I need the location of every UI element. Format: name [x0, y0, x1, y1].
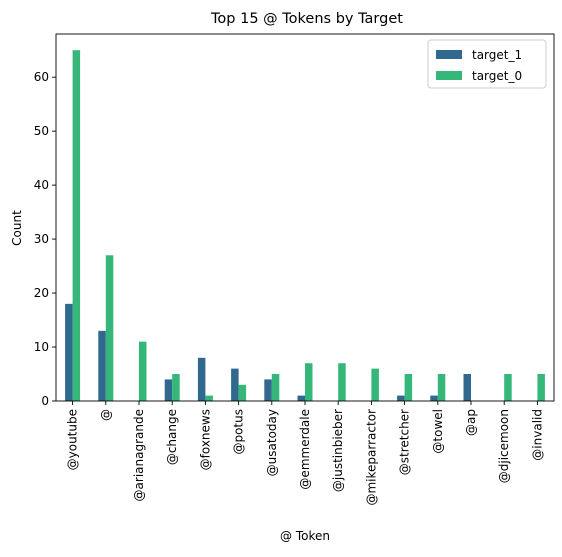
- bar-target_1-4: [197, 357, 206, 401]
- x-tick-label: @mikeparractor: [364, 409, 378, 506]
- legend: target_1 target_0: [427, 39, 547, 89]
- bar-target_0-11: [437, 374, 446, 401]
- x-tick-label: @djicemoon: [497, 409, 511, 483]
- bar-target_1-10: [397, 395, 405, 401]
- bar-target_0-8: [338, 363, 346, 401]
- x-axis-label: @ Token: [280, 529, 330, 543]
- legend-label-target_0: target_0: [472, 69, 522, 83]
- bar-target_1-11: [430, 395, 438, 401]
- y-tick-label: 60: [34, 70, 49, 84]
- y-tick-label: 0: [41, 394, 49, 408]
- bar-target_0-6: [271, 374, 280, 401]
- plot-frame: [55, 33, 555, 402]
- y-tick-label: 10: [34, 340, 49, 354]
- bar-target_1-12: [463, 374, 471, 401]
- x-tick-label: @invalid: [530, 409, 544, 461]
- bar-target_1-6: [264, 379, 272, 401]
- bar-target_1-0: [65, 303, 73, 401]
- legend-label-target_1: target_1: [472, 48, 522, 62]
- x-tick-label: @usatoday: [265, 409, 279, 476]
- x-tick-label: @emmerdale: [298, 409, 312, 490]
- x-tick-label: @youtube: [66, 409, 80, 470]
- x-tick-label: @stretcher: [398, 409, 412, 475]
- bar-target_1-5: [231, 368, 239, 401]
- bar-target_0-10: [404, 374, 413, 401]
- bar-target_1-7: [297, 395, 305, 401]
- y-axis-label: Count: [10, 210, 24, 246]
- bar-target_0-13: [504, 374, 512, 401]
- bar-target_1-1: [98, 330, 106, 401]
- legend-swatch-target_0: [436, 71, 462, 80]
- bar-target_0-7: [305, 363, 313, 401]
- bar-target_0-2: [139, 341, 147, 401]
- x-tick-label: @change: [165, 409, 179, 465]
- bar-target_0-4: [205, 395, 213, 401]
- bar-target_0-14: [537, 374, 545, 401]
- x-tick-label: @towel: [431, 409, 445, 454]
- y-tick-label: 40: [34, 178, 49, 192]
- legend-swatch-target_1: [436, 50, 462, 59]
- x-tick-label: @potus: [232, 409, 246, 455]
- bar-target_0-1: [105, 255, 114, 401]
- x-tick-label: @ap: [464, 409, 478, 436]
- x-tick-label: @: [99, 409, 113, 421]
- x-tick-label: @justinbieber: [331, 409, 345, 492]
- bar-target_0-3: [172, 374, 180, 401]
- chart-title: Top 15 @ Tokens by Target: [210, 11, 403, 27]
- y-tick-label: 30: [34, 232, 49, 246]
- bar-target_0-0: [72, 50, 81, 401]
- bar-target_0-9: [371, 368, 379, 401]
- y-tick-label: 20: [34, 286, 49, 300]
- bar-target_1-3: [164, 379, 173, 401]
- x-tick-label: @foxnews: [198, 409, 212, 470]
- x-tick-label: @arianagrande: [132, 409, 146, 501]
- y-tick-label: 50: [34, 124, 49, 138]
- bar-target_0-5: [238, 384, 247, 401]
